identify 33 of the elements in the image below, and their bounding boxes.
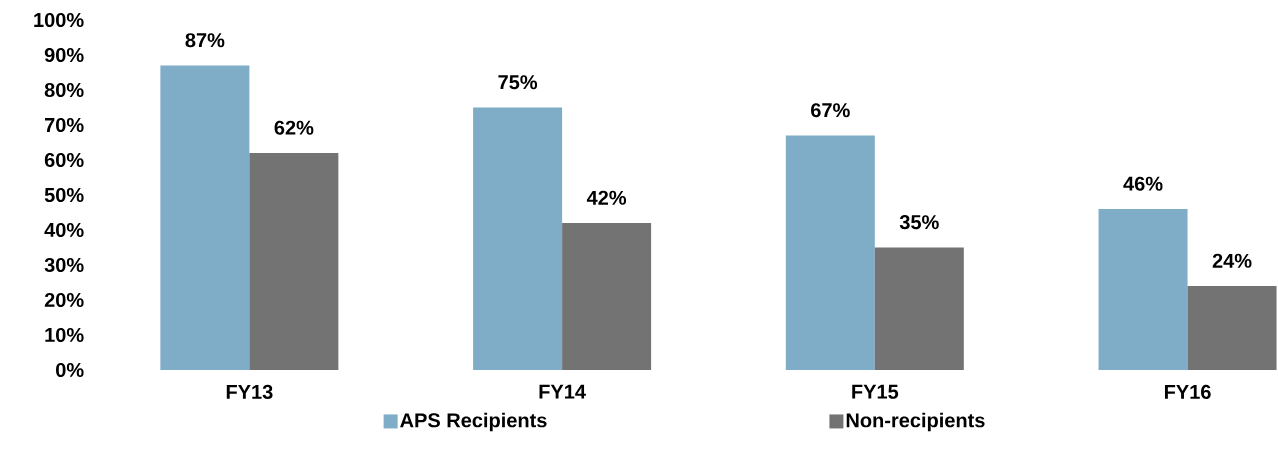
bar	[785, 135, 875, 370]
y-tick-label: 100%	[34, 12, 84, 28]
y-tick-label: 50%	[44, 187, 84, 203]
bar	[562, 222, 652, 370]
y-tick-label: 40%	[44, 222, 84, 238]
bar	[473, 107, 563, 370]
bar	[249, 152, 339, 370]
legend-label: Non-recipients	[846, 412, 985, 432]
bar	[874, 247, 964, 370]
y-tick-label: 10%	[45, 327, 84, 343]
data-label: 67%	[811, 103, 850, 118]
bar	[1187, 285, 1277, 370]
bar	[1098, 208, 1188, 370]
data-label: 75%	[498, 75, 538, 90]
y-tick-label: 20%	[44, 292, 84, 308]
legend-label: APS Recipients	[400, 412, 547, 432]
data-label: 46%	[1123, 176, 1163, 191]
y-tick-label: 60%	[44, 152, 84, 168]
x-tick-label: FY16	[1164, 384, 1211, 400]
y-tick-label: 30%	[44, 257, 84, 273]
data-label: 87%	[185, 33, 225, 48]
x-tick-label: FY14	[539, 384, 586, 399]
y-tick-label: 70%	[44, 117, 84, 133]
data-label: 35%	[899, 215, 939, 230]
x-tick-label: FY13	[226, 384, 273, 400]
data-label: 42%	[586, 190, 627, 205]
bar	[160, 65, 250, 370]
data-label: 24%	[1212, 253, 1252, 268]
y-tick-label: 90%	[44, 47, 84, 63]
x-tick-label: FY15	[852, 384, 899, 399]
y-tick-label: 0%	[56, 362, 84, 378]
data-label: 62%	[274, 120, 314, 135]
y-tick-label: 80%	[44, 82, 84, 98]
